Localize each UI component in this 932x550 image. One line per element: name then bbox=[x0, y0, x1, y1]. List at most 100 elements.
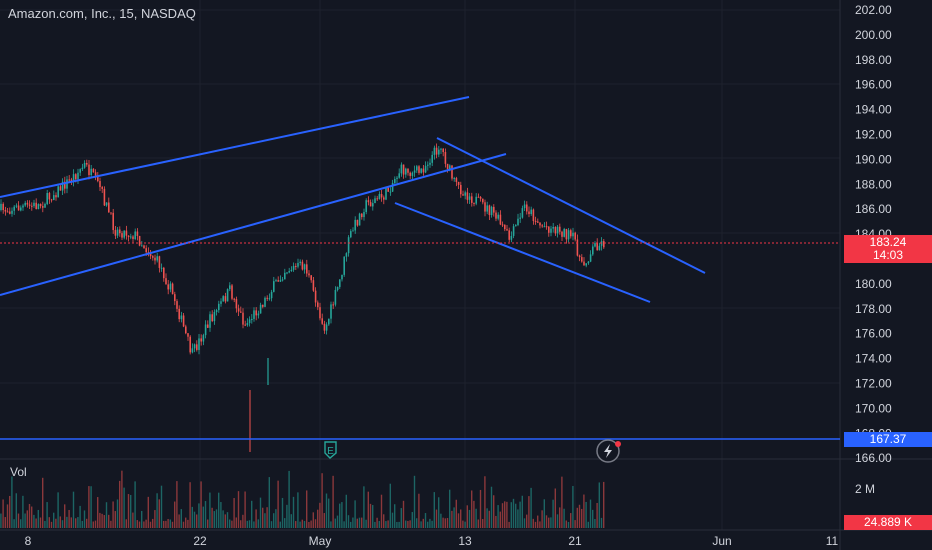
upper-channel-bottom-line[interactable] bbox=[0, 153, 507, 296]
candle-body bbox=[556, 226, 559, 234]
volume-bar bbox=[244, 491, 246, 528]
candle-body bbox=[286, 272, 288, 274]
candle-body bbox=[191, 348, 194, 353]
volume-bar bbox=[59, 516, 61, 528]
candle-body bbox=[521, 208, 524, 218]
candle-body bbox=[68, 179, 70, 181]
candle-body bbox=[160, 267, 163, 269]
volume-bar bbox=[376, 517, 378, 528]
candle-body bbox=[596, 243, 598, 251]
volume-bar bbox=[44, 520, 46, 528]
volume-bar bbox=[237, 491, 240, 528]
earnings-label: E bbox=[327, 446, 334, 457]
candle-body bbox=[455, 178, 458, 182]
volume-bar bbox=[231, 520, 233, 528]
candle-body bbox=[532, 209, 535, 221]
candle-body bbox=[116, 229, 119, 236]
volume-bar bbox=[501, 503, 504, 528]
candle-body bbox=[101, 187, 103, 189]
candle-body bbox=[350, 231, 352, 238]
candle-body bbox=[354, 219, 356, 231]
volume-bar bbox=[385, 521, 387, 528]
candle-body bbox=[548, 226, 550, 233]
candle-body bbox=[299, 261, 301, 263]
volume-bar bbox=[281, 497, 284, 528]
price-axis-label: 178.00 bbox=[855, 302, 892, 316]
volume-bar bbox=[545, 515, 548, 528]
volume-bar bbox=[218, 492, 220, 528]
volume-bar bbox=[367, 491, 369, 528]
candle-body bbox=[363, 212, 365, 218]
time-axis[interactable]: 8 22 May 13 21 Jun 11 bbox=[25, 534, 839, 548]
candle-body bbox=[512, 226, 515, 236]
lightning-icon[interactable] bbox=[596, 439, 621, 463]
volume-bar bbox=[442, 517, 444, 528]
descending-channel-top-line[interactable] bbox=[436, 137, 706, 274]
volume-bar bbox=[521, 495, 523, 528]
volume-bar bbox=[572, 485, 574, 528]
candle-body bbox=[438, 149, 440, 155]
volume-bar bbox=[147, 496, 149, 528]
volume-bar bbox=[493, 495, 495, 528]
earnings-flag-icon[interactable]: E bbox=[324, 441, 337, 459]
volume-bar bbox=[290, 514, 292, 528]
volume-bar bbox=[378, 521, 380, 528]
candle-body bbox=[369, 202, 372, 207]
candle-body bbox=[44, 203, 46, 208]
price-axis-label: 186.00 bbox=[855, 202, 892, 216]
candle-body bbox=[385, 187, 387, 200]
volume-bar bbox=[380, 494, 383, 528]
last-price-value: 183.24 bbox=[869, 235, 907, 249]
volume-bar bbox=[246, 520, 248, 528]
candle-body bbox=[543, 226, 546, 228]
volume-label[interactable]: Vol bbox=[10, 465, 27, 479]
volume-bar bbox=[416, 518, 418, 528]
price-axis-label: 174.00 bbox=[855, 352, 892, 366]
candle-body bbox=[367, 200, 370, 203]
candle-body bbox=[79, 169, 81, 173]
volume-bar bbox=[68, 509, 70, 528]
candlesticks[interactable] bbox=[0, 143, 605, 452]
candle-body bbox=[53, 195, 55, 201]
candle-body bbox=[477, 196, 480, 198]
candle-body bbox=[510, 235, 513, 240]
candle-body bbox=[242, 312, 244, 325]
volume-bar bbox=[233, 498, 235, 528]
time-axis-label: 22 bbox=[193, 534, 207, 548]
volume-bar bbox=[180, 509, 182, 528]
candle-body bbox=[587, 261, 590, 264]
descending-channel-bottom-line[interactable] bbox=[394, 202, 651, 303]
volume-bar bbox=[345, 494, 347, 528]
trend-lines[interactable] bbox=[0, 96, 840, 440]
upper-channel-top-line[interactable] bbox=[0, 96, 470, 198]
volume-bar bbox=[512, 498, 515, 528]
candle-body bbox=[325, 324, 328, 331]
candle-body bbox=[473, 202, 475, 204]
candle-body bbox=[394, 178, 396, 183]
volume-bar bbox=[455, 499, 457, 528]
volume-bar bbox=[559, 507, 561, 528]
volume-bar bbox=[79, 505, 81, 528]
volume-bar bbox=[391, 512, 394, 528]
candle-body bbox=[6, 211, 9, 213]
candle-body bbox=[471, 196, 473, 203]
candle-body bbox=[319, 307, 321, 319]
time-axis-label: 8 bbox=[25, 534, 32, 548]
volume-bar bbox=[235, 517, 237, 528]
volume-bar bbox=[336, 515, 339, 528]
candle-body bbox=[37, 204, 40, 210]
candle-body bbox=[330, 304, 332, 319]
candle-body bbox=[508, 230, 510, 240]
symbol-title[interactable]: Amazon.com, Inc., 15, NASDAQ bbox=[8, 6, 196, 21]
volume-bar bbox=[570, 513, 572, 528]
volume-bar bbox=[341, 502, 343, 528]
volume-bar bbox=[374, 521, 376, 528]
volume-bar bbox=[497, 505, 499, 528]
volume-bar bbox=[303, 520, 306, 528]
candle-body bbox=[288, 271, 290, 273]
candle-body bbox=[90, 168, 92, 176]
candle-body bbox=[365, 200, 367, 213]
volume-bar bbox=[266, 507, 268, 528]
candle-body bbox=[108, 202, 110, 213]
